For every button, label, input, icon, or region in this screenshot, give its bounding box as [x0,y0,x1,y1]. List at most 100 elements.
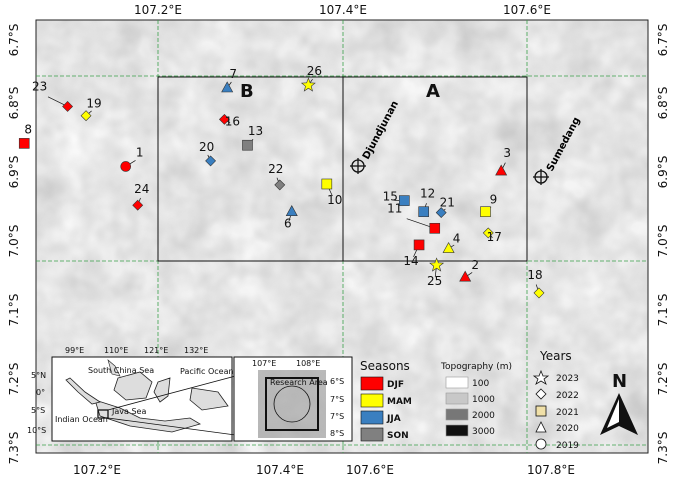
legend-topo-label: 100 [472,379,489,389]
legend-year-label: 2022 [556,391,579,401]
event-marker-4: 4 [442,232,461,253]
inset-lat-tick: 7°S [330,395,344,404]
event-marker-17: 17 [482,227,502,244]
event-id-label: 4 [453,232,461,246]
region-boxes [157,76,528,262]
y-tick-label: 6.8°S [7,87,21,120]
event-id-label: 6 [284,217,292,231]
event-marker-9: 9 [480,193,497,217]
event-symbol [459,270,472,282]
legend-year-label: 2021 [556,408,579,418]
event-id-label: 25 [427,274,442,288]
legend-diamond-icon [535,388,547,400]
event-marker-18: 18 [527,268,545,299]
event-symbol [413,239,425,251]
event-marker-20: 20 [199,140,217,167]
event-id-label: 19 [86,97,101,111]
event-symbol [321,178,333,190]
event-marker-14: 14 [403,239,425,268]
event-symbol [480,206,491,217]
event-symbol [399,195,410,206]
event-marker-7: 7 [221,67,237,93]
event-marker-19: 19 [80,97,102,122]
event-marker-15: 15 [383,190,410,206]
event-marker-23: 23 [32,79,74,112]
inset-label: Java Sea [111,407,146,416]
legend-topo-swatch [445,376,469,389]
event-marker-16: 16 [218,113,240,128]
inset-connector [107,369,259,411]
inset-lat-tick: 8°S [330,429,344,438]
event-id-label: 20 [199,140,214,154]
inset-lon-tick: 107°E [252,359,276,368]
event-marker-2: 2 [459,258,479,282]
legend-topo-label: 1000 [472,395,495,405]
legend-years: Years 2023 2022 2021 2020 2019 [532,349,579,451]
y-tick-label: 7.0°S [7,225,21,258]
event-symbol [435,207,447,219]
event-marker-8: 8 [18,122,32,149]
y-tick-label: 6.9°S [656,156,670,189]
inset-lat-tick: 5°N [31,371,46,380]
legend-triangle-icon [535,421,547,433]
inset-lat-tick: 6°S [330,377,344,386]
event-marker-24: 24 [132,182,149,211]
y-tick-label: 7.1°S [656,294,670,327]
event-marker-21: 21 [435,196,455,219]
event-symbol [205,155,217,167]
legend-year-label: 2023 [556,374,579,384]
legend-season-label: DJF [387,380,404,390]
y-tick-labels-right: 6.7°S 6.8°S 6.9°S 7.0°S 7.1°S 7.2°S 7.3°… [656,24,670,465]
y-tick-label: 7.3°S [7,432,21,465]
event-symbol [482,227,494,239]
inset-label: Indian Ocean [55,415,108,424]
event-symbol [429,257,445,272]
x-tick-label: 107.2°E [73,463,121,477]
event-marker-12: 12 [418,187,435,217]
legend-star-icon [532,369,550,385]
legend-years-title: Years [539,349,572,363]
event-id-label: 3 [503,146,511,160]
legend-year-label: 2019 [556,441,579,451]
event-id-label: 1 [136,145,144,159]
inset-research-area-map: 107°E 108°E 6°S 7°S 7°S 8°S Research Are… [233,356,353,442]
event-id-label: 11 [387,201,402,215]
event-symbol [533,287,545,299]
event-id-label: 14 [403,254,418,268]
event-symbol [300,77,316,92]
inset-lon-tick: 99°E [65,346,84,355]
legend-swatch-son [360,427,384,442]
event-symbol [221,81,234,93]
inset-lon-tick: 108°E [296,359,320,368]
svg-text:N: N [612,371,627,392]
event-marker-1: 1 [120,145,144,172]
legend-topography-title: Topography (m) [440,362,512,372]
legend-topo-label: 2000 [472,411,495,421]
inset-lon-tick: 132°E [184,346,208,355]
inset-label: Research Area [270,378,328,387]
legend-year-label: 2020 [556,424,579,434]
x-tick-label: 107.8°E [527,463,575,477]
event-id-label: 2 [471,258,479,272]
event-symbol [429,222,441,234]
event-symbol [285,205,298,216]
legend-seasons: Seasons DJF MAM JJA SON [360,359,412,442]
inset-label: Pacific Ocean [180,367,234,376]
inset-connector [107,417,259,439]
legend-topo-label: 3000 [472,427,495,437]
region-a-box [342,76,528,262]
inset-label: South China Sea [88,366,154,375]
y-tick-label: 6.7°S [656,24,670,57]
event-id-label: 13 [248,124,263,138]
legend-topography: Topography (m) 100 1000 2000 3000 [440,362,512,437]
inset-lon-tick: 121°E [144,346,168,355]
event-id-label: 26 [307,64,322,78]
event-id-label: 10 [327,193,342,207]
event-id-label: 12 [420,187,435,201]
legend-seasons-title: Seasons [360,359,410,373]
event-symbol [274,179,286,191]
event-symbol [132,199,144,211]
x-tick-labels-bottom: 107.2°E 107.4°E 107.6°E 107.8°E [73,463,575,477]
